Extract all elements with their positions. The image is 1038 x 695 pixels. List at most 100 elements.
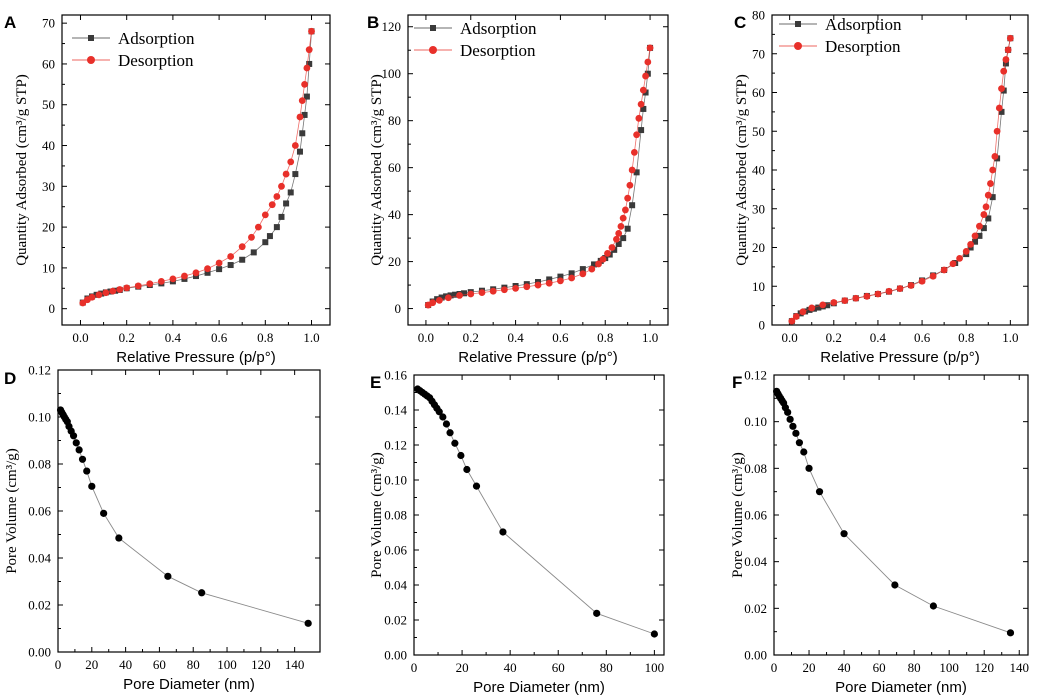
x-tick-label: 20 xyxy=(803,660,816,675)
desorption-point xyxy=(579,270,587,278)
x-tick-label: 0.8 xyxy=(257,330,273,345)
desorption-point xyxy=(298,97,306,105)
adsorption-point xyxy=(640,105,647,112)
adsorption-point xyxy=(283,200,290,207)
y-tick-label: 0.08 xyxy=(28,457,51,472)
adsorption-point xyxy=(638,127,645,134)
x-tick-label: 100 xyxy=(217,657,237,672)
y-tick-label: 0.08 xyxy=(744,461,767,476)
y-tick-label: 0.00 xyxy=(744,648,767,663)
y-tick-label: 20 xyxy=(388,254,401,269)
desorption-point xyxy=(819,301,827,309)
series-pore-volume xyxy=(414,385,658,638)
desorption-point xyxy=(595,260,602,268)
desorption-point xyxy=(863,292,871,300)
legend-label: Desorption xyxy=(118,51,194,70)
series-desorption xyxy=(788,34,1014,325)
y-tick-label: 100 xyxy=(382,66,402,81)
x-tick-label: 40 xyxy=(838,660,851,675)
desorption-point xyxy=(95,291,103,299)
adsorption-point xyxy=(461,290,468,297)
plot-frame xyxy=(773,374,1029,656)
desorption-point xyxy=(929,272,937,280)
pore-volume-point xyxy=(69,432,78,440)
series-desorption xyxy=(424,44,654,309)
y-tick-label: 0.10 xyxy=(384,473,407,488)
series-line xyxy=(776,391,1011,634)
desorption-point xyxy=(146,280,154,288)
series-adsorption xyxy=(425,44,654,309)
desorption-point xyxy=(301,80,308,88)
panel-label: F xyxy=(732,373,742,392)
adsorption-point xyxy=(568,270,575,277)
desorption-point xyxy=(628,166,636,174)
x-tick-label: 0.8 xyxy=(597,330,613,345)
y-tick-label: 80 xyxy=(752,8,765,23)
x-tick-label: 0.2 xyxy=(119,330,135,345)
desorption-point xyxy=(635,114,643,122)
x-tick-label: 60 xyxy=(552,660,565,675)
panel-label: D xyxy=(4,369,16,388)
y-tick-label: 0.08 xyxy=(384,508,407,523)
panel-label: E xyxy=(370,373,381,392)
y-tick-label: 70 xyxy=(42,16,55,31)
desorption-point xyxy=(907,282,915,289)
x-tick-label: 1.0 xyxy=(303,330,319,345)
x-axis-title: Pore Diameter (nm) xyxy=(123,676,255,693)
pore-volume-point xyxy=(435,408,443,416)
desorption-point xyxy=(291,142,299,149)
y-axis-title: Quantity Adsorbed (cm³/g STP) xyxy=(14,74,30,266)
pore-volume-point xyxy=(800,448,808,456)
y-tick-label: 60 xyxy=(42,56,55,71)
desorption-point xyxy=(967,241,975,248)
x-tick-label: 80 xyxy=(908,660,921,675)
y-tick-label: 30 xyxy=(42,179,55,194)
adsorption-point xyxy=(438,294,445,301)
adsorption-point xyxy=(629,202,636,209)
desorption-point xyxy=(238,243,246,251)
x-axis-title: Pore Diameter (nm) xyxy=(835,679,967,695)
x-tick-label: 0.6 xyxy=(552,330,569,345)
adsorption-point xyxy=(216,266,223,273)
series-line xyxy=(427,47,651,306)
desorption-point xyxy=(261,211,269,219)
desorption-point xyxy=(613,235,620,243)
panel-e: E 0 20 40 60 80 100 0.00 0.02 0.04 0.06 0.08 0.10 0.1… xyxy=(369,368,665,695)
adsorption-point xyxy=(227,262,234,269)
desorption-point xyxy=(1000,67,1008,75)
pore-volume-point xyxy=(840,530,848,538)
adsorption-point xyxy=(998,108,1005,115)
desorption-point xyxy=(976,222,983,230)
x-tick-label: 0.4 xyxy=(870,330,887,345)
y-tick-label: 0.06 xyxy=(384,543,407,558)
adsorption-point xyxy=(239,256,246,263)
pore-volume-point xyxy=(100,509,108,517)
y-tick-label: 0.12 xyxy=(384,438,407,453)
desorption-point xyxy=(630,148,638,156)
desorption-point xyxy=(181,272,188,280)
adsorption-point xyxy=(273,224,280,231)
adsorption-point xyxy=(452,291,459,298)
desorption-point xyxy=(799,308,807,316)
adsorption-point xyxy=(591,261,598,268)
pore-volume-point xyxy=(499,528,507,536)
desorption-point xyxy=(227,253,235,260)
pore-volume-point xyxy=(442,420,451,428)
adsorption-point xyxy=(1002,60,1009,67)
y-tick-label: 0.04 xyxy=(744,554,767,569)
adsorption-point xyxy=(815,304,822,311)
desorption-point xyxy=(980,211,988,218)
x-tick-label: 80 xyxy=(600,660,613,675)
desorption-point xyxy=(169,275,177,283)
pore-volume-point xyxy=(115,534,123,542)
x-tick-label: 0.2 xyxy=(463,330,479,345)
legend: Adsorption Desorption xyxy=(72,29,195,70)
desorption-point xyxy=(599,255,607,263)
series-desorption xyxy=(79,27,315,307)
legend-marker-adsorption xyxy=(88,35,94,41)
desorption-point xyxy=(268,201,276,209)
desorption-point xyxy=(619,214,627,222)
desorption-point xyxy=(841,297,849,304)
y-tick-label: 50 xyxy=(752,124,765,139)
desorption-point xyxy=(123,284,131,292)
